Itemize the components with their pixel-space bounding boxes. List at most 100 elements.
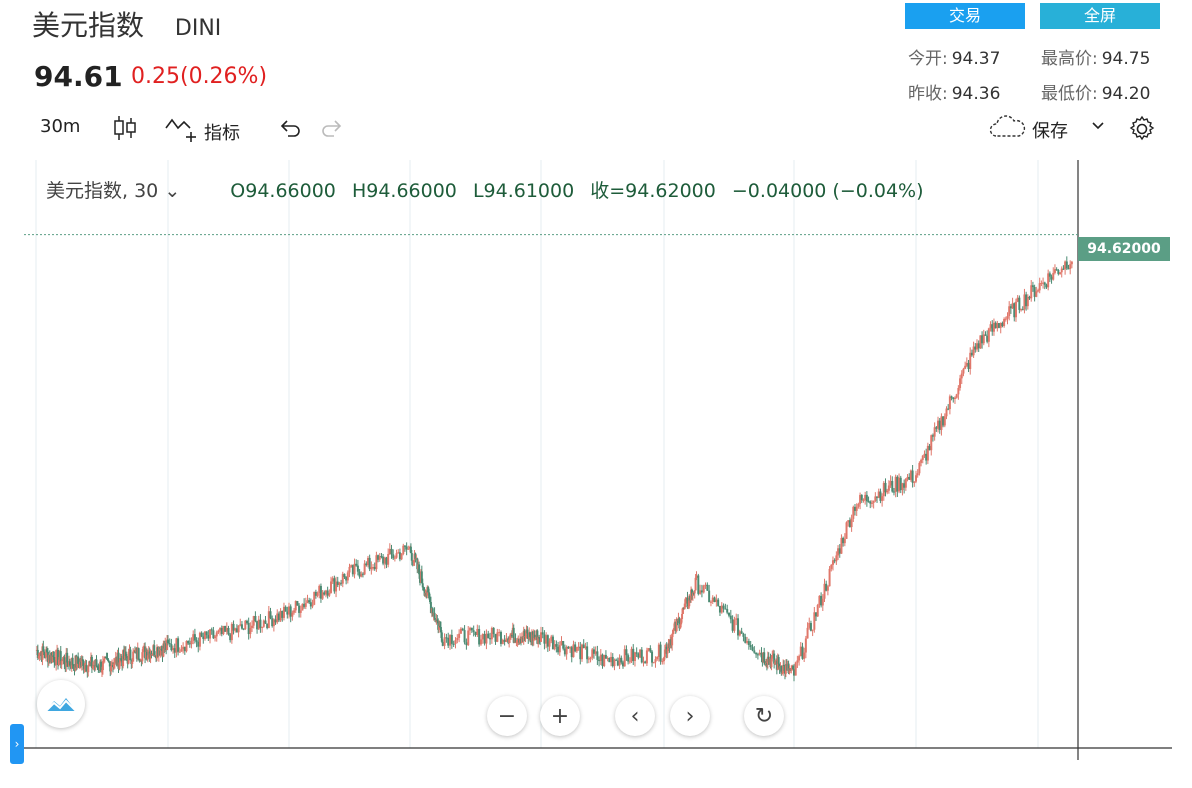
candle-body — [100, 661, 103, 673]
candle-body — [1003, 318, 1006, 327]
candle-body — [124, 651, 127, 657]
candle-body — [760, 652, 763, 658]
candle-body — [865, 494, 868, 502]
candle-body — [704, 584, 707, 586]
candle-body — [950, 396, 953, 398]
candle-body — [574, 644, 577, 652]
candle-body — [656, 657, 659, 660]
redo-icon[interactable] — [320, 118, 344, 145]
candle-body — [749, 644, 752, 648]
zoom-in-button[interactable]: + — [540, 696, 580, 736]
save-button[interactable]: 保存 — [988, 114, 1068, 145]
candle-body — [85, 665, 88, 672]
candle-body — [183, 646, 186, 652]
candle-body — [777, 657, 780, 665]
candle-body — [1045, 284, 1048, 288]
candle-body — [373, 566, 376, 570]
candle-body — [818, 595, 821, 606]
candle-body — [267, 611, 270, 629]
candle-body — [548, 641, 551, 647]
candle-body — [1038, 283, 1041, 291]
price-chart[interactable]: 3 7 9 11 15 17 21 23 25 — [24, 160, 1172, 760]
candle-body — [675, 618, 678, 631]
candle-body — [66, 652, 69, 663]
candle-body — [428, 592, 431, 599]
candle-body — [833, 560, 836, 562]
legend-chevron-icon[interactable]: ⌄ — [164, 180, 181, 202]
candle-body — [397, 552, 400, 554]
candle-body — [188, 643, 191, 645]
high-value: 94.75 — [1101, 49, 1151, 69]
candle-body — [955, 394, 958, 398]
candle-body — [356, 565, 359, 572]
candle-body — [652, 662, 655, 664]
candle-body — [659, 644, 662, 662]
candle-body — [524, 635, 527, 637]
candle-body — [203, 631, 206, 639]
candle-body — [60, 661, 63, 665]
candle-body — [735, 618, 738, 620]
candle-body — [308, 600, 311, 603]
candle-body — [972, 346, 975, 356]
indicators-button[interactable]: 指标 — [164, 114, 240, 149]
chevron-down-icon[interactable] — [1090, 118, 1106, 139]
candle-body — [80, 659, 83, 666]
candle-body — [828, 568, 831, 587]
candle-body — [83, 668, 86, 671]
low-value: 94.20 — [1101, 84, 1151, 104]
side-panel-toggle[interactable]: › — [10, 724, 24, 764]
candle-body — [881, 496, 884, 501]
candle-body — [252, 616, 255, 626]
interval-selector[interactable]: 30m — [40, 116, 81, 137]
undo-icon[interactable] — [278, 118, 302, 145]
candle-body — [838, 548, 841, 554]
candle-body — [680, 619, 683, 625]
x-tick-label-11: 11 — [400, 758, 419, 760]
candle-body — [977, 343, 980, 349]
candle-body — [63, 657, 66, 665]
candle-body — [864, 494, 867, 501]
candle-body — [177, 638, 180, 652]
candle-body — [153, 645, 156, 657]
candle-body — [71, 657, 74, 666]
candle-body — [101, 661, 104, 671]
trade-button[interactable]: 交易 — [905, 3, 1025, 29]
settings-gear-icon[interactable] — [1127, 114, 1157, 149]
candle-body — [622, 662, 624, 667]
candle-body — [465, 642, 468, 646]
candles-icon[interactable] — [112, 114, 138, 147]
candle-body — [516, 641, 519, 643]
candle-body — [657, 644, 660, 658]
candle-body — [813, 612, 816, 630]
candle-body — [952, 397, 955, 399]
candle-body — [498, 631, 501, 633]
fullscreen-button[interactable]: 全屏 — [1040, 3, 1160, 29]
candle-body — [514, 638, 517, 643]
scroll-right-button[interactable]: › — [670, 696, 710, 736]
reset-button[interactable]: ↻ — [744, 696, 784, 736]
candle-body — [843, 538, 846, 544]
candle-body — [799, 646, 802, 657]
candle-body — [274, 619, 277, 623]
candle-body — [509, 635, 512, 640]
candle-body — [862, 500, 865, 502]
candle-body — [200, 632, 203, 637]
candle-body — [820, 595, 823, 606]
candle-body — [999, 322, 1002, 328]
candle-body — [870, 502, 873, 504]
logo-icon[interactable] — [37, 680, 85, 728]
candle-body — [737, 618, 740, 636]
candle-body — [886, 490, 889, 493]
candle-body — [345, 576, 348, 581]
candle-body — [314, 591, 317, 596]
scroll-left-button[interactable]: ‹ — [615, 696, 655, 736]
candle-body — [1065, 261, 1068, 269]
candle-body — [784, 663, 787, 674]
candle-body — [439, 625, 442, 628]
candle-body — [693, 590, 696, 594]
zoom-out-button[interactable]: − — [487, 696, 527, 736]
candle-body — [992, 322, 995, 332]
candle-body — [141, 652, 144, 662]
candle-body — [649, 648, 652, 652]
candle-body — [1052, 272, 1055, 280]
